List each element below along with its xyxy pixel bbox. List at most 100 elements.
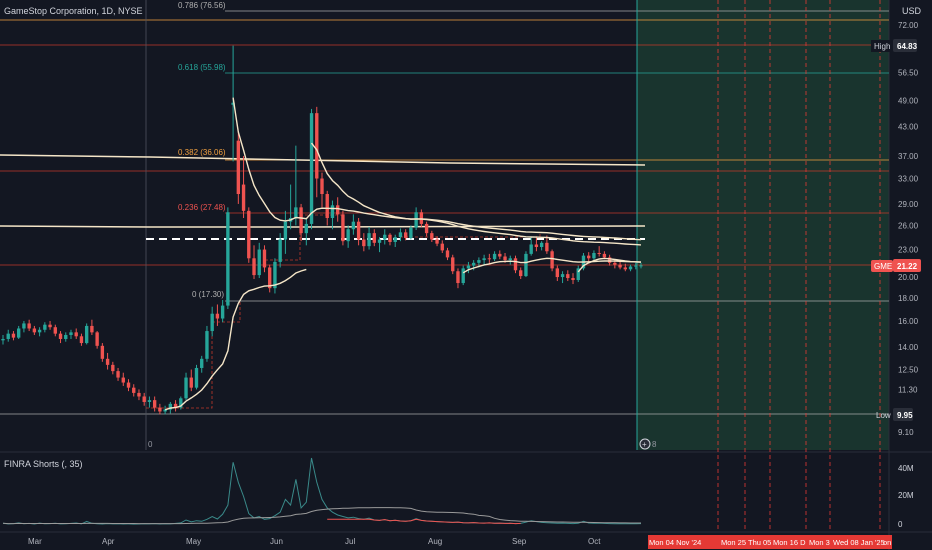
candle-body bbox=[498, 253, 502, 257]
candle-body bbox=[566, 274, 570, 279]
candle-body bbox=[409, 227, 413, 238]
low-label: Low bbox=[876, 411, 891, 420]
measure-box[interactable] bbox=[265, 214, 345, 261]
candle-body bbox=[492, 253, 497, 260]
short-volume-highlight bbox=[327, 518, 521, 525]
candle-body bbox=[283, 221, 288, 240]
candle-body bbox=[173, 403, 178, 408]
future-date-label: Mon 25 bbox=[721, 538, 746, 547]
measure-box[interactable] bbox=[212, 300, 241, 323]
candle-body bbox=[189, 377, 193, 388]
candle-body bbox=[304, 223, 308, 234]
candle-body bbox=[58, 333, 63, 339]
candle-body bbox=[550, 251, 554, 269]
candle-body bbox=[560, 274, 565, 278]
candle-body bbox=[336, 205, 340, 215]
candle-body bbox=[194, 367, 199, 388]
candle-body bbox=[639, 265, 643, 267]
candle-body bbox=[111, 364, 115, 372]
fib-label-0786: 0.786 (76.56) bbox=[178, 1, 226, 10]
candle-body bbox=[508, 258, 512, 261]
candle-body bbox=[32, 328, 37, 333]
candle-body bbox=[27, 323, 31, 329]
candle-body bbox=[435, 239, 439, 244]
price-tick-label: 18.00 bbox=[898, 294, 919, 303]
candle-body bbox=[309, 113, 314, 224]
candle-body bbox=[482, 258, 486, 261]
price-tick-label: 16.00 bbox=[898, 317, 919, 326]
vwap-overlay bbox=[164, 97, 642, 411]
low-value-badge bbox=[893, 408, 913, 421]
vwap-from-september bbox=[577, 257, 642, 273]
candle-body bbox=[273, 261, 277, 289]
price-tick-label: 9.10 bbox=[898, 428, 914, 437]
price-tick-label: 11.30 bbox=[898, 385, 918, 394]
price-tick-label: 37.00 bbox=[898, 152, 919, 161]
candle-body bbox=[142, 396, 146, 402]
fib-label-0382: 0.382 (36.06) bbox=[178, 148, 226, 157]
price-axis[interactable]: 72.00 56.50 49.00 43.00 37.00 33.00 29.00 26.00… bbox=[898, 21, 919, 437]
candle-body bbox=[613, 262, 617, 265]
short-volume-average bbox=[2, 507, 641, 525]
candle-body bbox=[524, 253, 528, 277]
fib-label-0618: 0.618 (55.98) bbox=[178, 63, 226, 72]
candle-body bbox=[341, 214, 345, 242]
candle-body bbox=[278, 239, 282, 262]
price-tick-label: 43.00 bbox=[898, 122, 919, 131]
candle-body bbox=[247, 210, 251, 259]
candle-body bbox=[351, 221, 356, 230]
price-tick-label: 26.00 bbox=[898, 221, 919, 230]
candle-body bbox=[440, 243, 444, 251]
add-marker-glyph: + bbox=[642, 440, 647, 449]
candle-body bbox=[466, 265, 471, 269]
fib-label-0236: 0.236 (27.48) bbox=[178, 203, 226, 212]
price-tick-label: 33.00 bbox=[898, 175, 919, 184]
candle-body bbox=[618, 264, 622, 268]
currency-label[interactable]: USD bbox=[902, 6, 922, 16]
candle-body bbox=[64, 334, 68, 339]
candle-body bbox=[372, 233, 376, 243]
candle-body bbox=[252, 258, 256, 276]
candle-body bbox=[534, 244, 539, 247]
candle-body bbox=[132, 387, 136, 393]
vwap-from-low bbox=[164, 268, 307, 411]
eight-marker: 8 bbox=[652, 440, 657, 449]
time-tick-label: Jun bbox=[270, 537, 283, 546]
future-date-label: Thu 05 bbox=[748, 538, 771, 547]
future-date-label: Mon 3 bbox=[809, 538, 830, 547]
candle-body bbox=[37, 329, 42, 333]
candle-body bbox=[163, 409, 167, 412]
time-tick-label: Aug bbox=[428, 537, 442, 546]
candle-body bbox=[22, 323, 26, 329]
candle-body bbox=[330, 205, 335, 218]
candle-body bbox=[362, 239, 366, 247]
indicator-title[interactable]: FINRA Shorts (, 35) bbox=[4, 459, 83, 469]
shorts-tick-40m: 40M bbox=[898, 464, 914, 473]
candle-body bbox=[597, 253, 601, 255]
candle-body bbox=[126, 382, 131, 388]
time-axis[interactable]: Mar Apr May Jun Jul Aug Sep Oct Mon 04 Nov '24 Mo… bbox=[28, 0, 892, 549]
candle-body bbox=[95, 332, 99, 346]
candle-body bbox=[268, 267, 272, 289]
time-tick-label: Apr bbox=[102, 537, 115, 546]
candle-body bbox=[179, 398, 183, 408]
candle-body bbox=[346, 229, 350, 242]
last-price-badge bbox=[893, 259, 921, 272]
add-marker-icon[interactable] bbox=[639, 438, 651, 450]
vwap-from-spike bbox=[310, 142, 642, 246]
measure-box[interactable] bbox=[146, 322, 213, 409]
symbol-title[interactable]: GameStop Corporation, 1D, NYSE bbox=[4, 6, 143, 16]
price-tick-label: 20.00 bbox=[898, 273, 919, 282]
candle-body bbox=[184, 377, 188, 399]
high-label: High bbox=[874, 42, 890, 51]
candle-body bbox=[398, 232, 403, 238]
candle-body bbox=[74, 332, 78, 337]
shorts-tick-0: 0 bbox=[898, 520, 903, 529]
anchored-vwap-high[interactable] bbox=[0, 154, 646, 166]
candle-body bbox=[294, 207, 298, 218]
candle-body bbox=[513, 258, 518, 271]
price-tick-label: 72.00 bbox=[898, 21, 919, 30]
candle-body bbox=[356, 221, 361, 240]
candle-body bbox=[90, 325, 94, 333]
